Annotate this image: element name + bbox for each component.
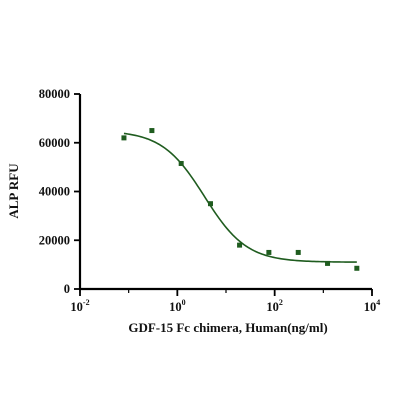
y-axis-title: ALP RFU xyxy=(6,163,21,219)
x-axis: 10-2 100 102 104 xyxy=(70,287,381,314)
data-point xyxy=(354,265,360,271)
data-point xyxy=(149,128,155,134)
fit-curve xyxy=(123,132,357,263)
data-point xyxy=(207,201,213,207)
x-tick-label: 102 xyxy=(266,298,283,314)
data-points xyxy=(121,128,360,271)
data-point xyxy=(237,242,243,248)
data-point xyxy=(266,249,272,255)
x-tick-label: 100 xyxy=(169,298,186,314)
data-point xyxy=(295,249,301,255)
y-tick-label: 80000 xyxy=(39,87,70,101)
x-tick-label: 104 xyxy=(364,298,381,314)
x-axis-title: GDF-15 Fc chimera, Human(ng/ml) xyxy=(128,320,327,335)
y-axis: 0 20000 40000 60000 80000 xyxy=(39,87,82,296)
y-tick-label: 0 xyxy=(64,282,70,296)
data-point xyxy=(178,160,184,166)
data-point xyxy=(325,260,331,266)
data-point xyxy=(121,135,127,141)
y-tick-label: 60000 xyxy=(39,136,70,150)
y-tick-label: 20000 xyxy=(39,233,70,247)
y-tick-label: 40000 xyxy=(39,185,70,199)
x-tick-label: 10-2 xyxy=(70,298,89,314)
